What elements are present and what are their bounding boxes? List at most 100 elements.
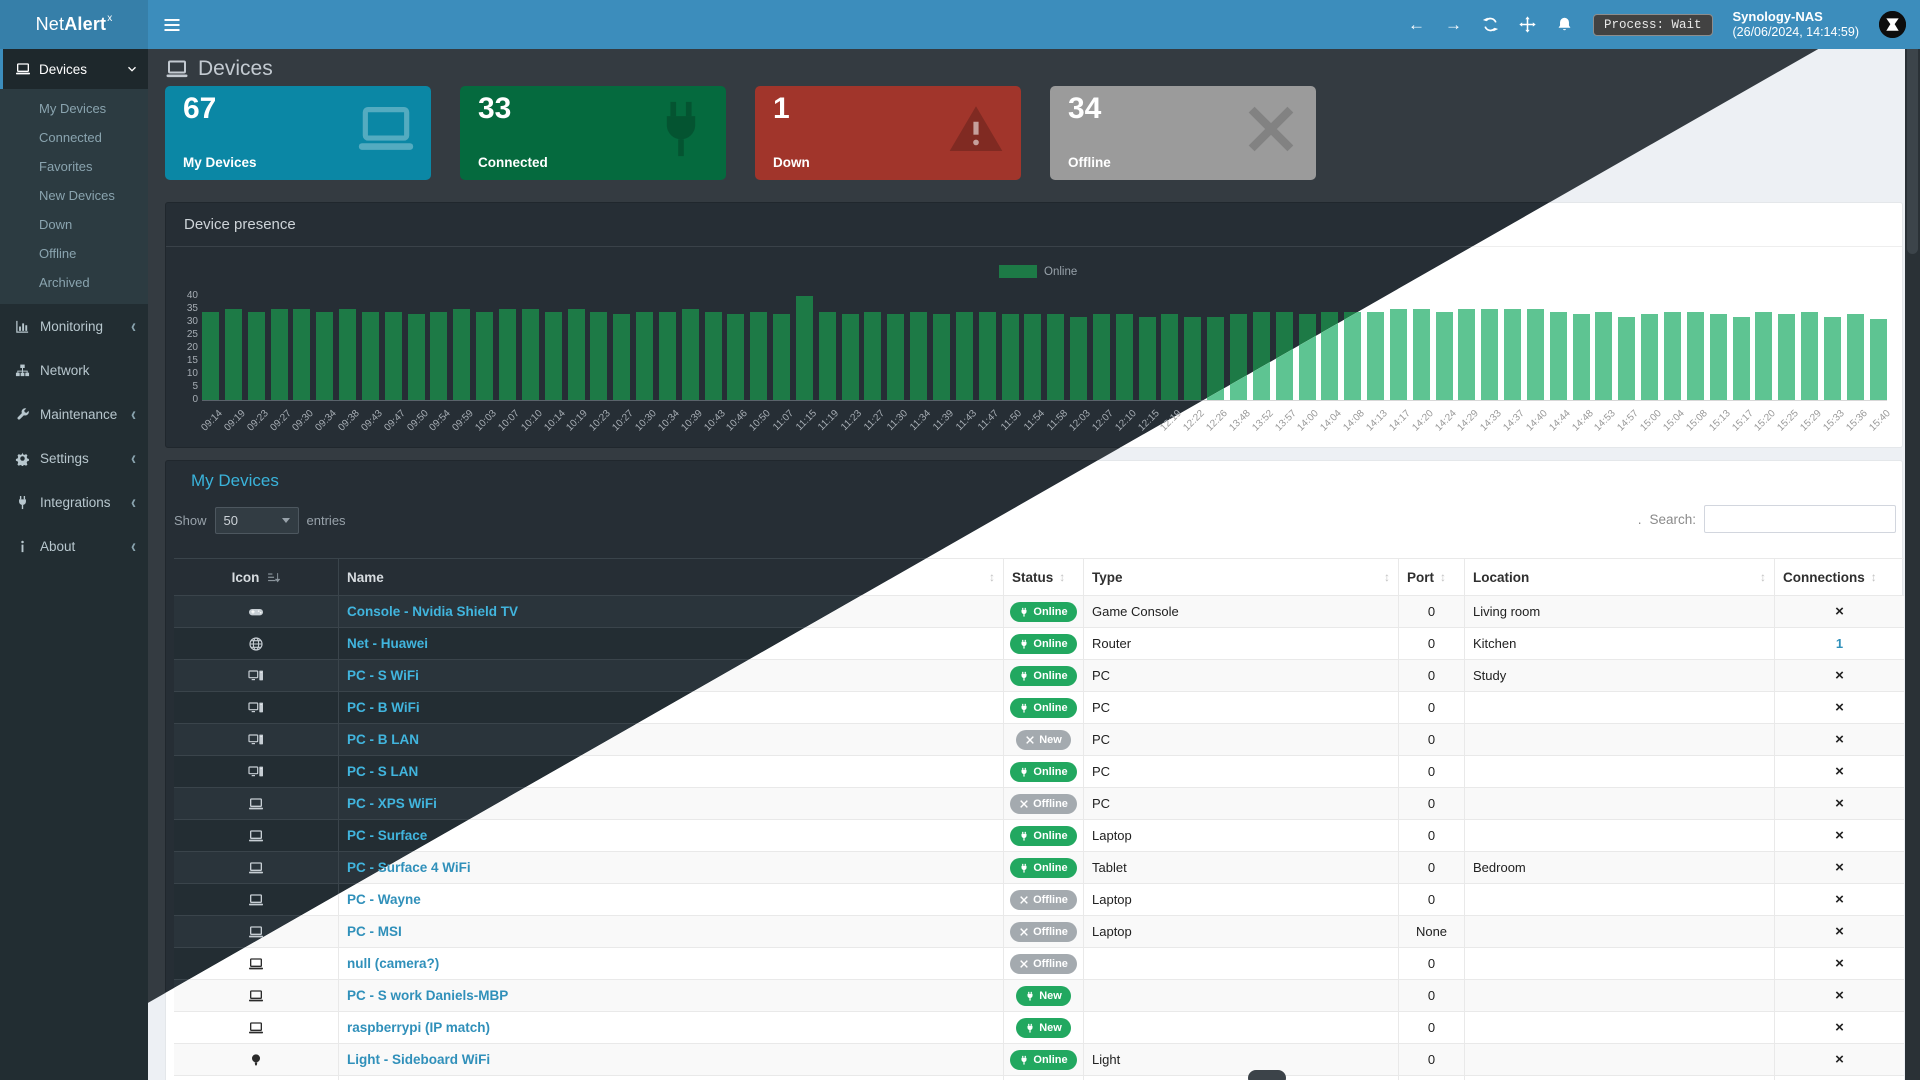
- sidebar-item[interactable]: Monitoring ‹: [0, 304, 148, 348]
- device-type-cell: PC: [1084, 788, 1399, 819]
- sidebar-item[interactable]: Network: [0, 348, 148, 392]
- connections-value[interactable]: ×: [1835, 827, 1844, 844]
- menu-toggle-icon[interactable]: [163, 16, 181, 34]
- connections-value[interactable]: ×: [1835, 667, 1844, 684]
- sidebar-item-devices[interactable]: Devices: [0, 49, 148, 89]
- nav-back-icon[interactable]: ←: [1407, 14, 1425, 34]
- device-type-icon: [248, 956, 264, 972]
- device-row[interactable]: Light - Sideboard WiFi Online Light 0 ×: [174, 1044, 1904, 1076]
- sidebar-item[interactable]: Maintenance ‹: [0, 392, 148, 436]
- device-connections-cell: ×: [1775, 692, 1904, 723]
- device-name-link[interactable]: PC - Surface: [347, 828, 428, 843]
- device-row[interactable]: Light - bedside B WiFi Offline Light 0 ×: [174, 1076, 1904, 1080]
- device-type-cell: Laptop: [1084, 884, 1399, 915]
- chart-bar: [316, 311, 334, 400]
- chart-bar: [476, 311, 494, 400]
- sidebar-subitem[interactable]: Down: [0, 210, 148, 239]
- column-header[interactable]: Location ↕: [1465, 559, 1775, 595]
- notifications-bell-icon[interactable]: [1556, 16, 1573, 33]
- connections-value[interactable]: ×: [1835, 987, 1844, 1004]
- x-tick-label: 09:38: [336, 408, 362, 434]
- connections-value[interactable]: ×: [1835, 603, 1844, 620]
- connections-value[interactable]: ×: [1835, 763, 1844, 780]
- device-port-cell: 0: [1399, 660, 1465, 691]
- device-name-link[interactable]: raspberrypi (IP match): [347, 1020, 491, 1035]
- move-icon[interactable]: [1519, 16, 1536, 33]
- connections-value[interactable]: ×: [1835, 859, 1844, 876]
- device-name-link[interactable]: PC - S LAN: [347, 764, 419, 779]
- device-name-link[interactable]: PC - XPS WiFi: [347, 796, 437, 811]
- sidebar-item[interactable]: Settings ‹: [0, 436, 148, 480]
- column-header[interactable]: Type ↕: [1084, 559, 1399, 595]
- sidebar-subitem[interactable]: Archived: [0, 268, 148, 297]
- device-row[interactable]: raspberrypi (IP match) New 0 ×: [174, 1012, 1904, 1044]
- connections-value[interactable]: ×: [1835, 1019, 1844, 1036]
- nav-forward-icon[interactable]: →: [1444, 14, 1462, 34]
- column-header[interactable]: Status ↕: [1004, 559, 1084, 595]
- legend-swatch: [999, 265, 1037, 278]
- chart-bar: [933, 314, 950, 400]
- connections-value[interactable]: ×: [1835, 731, 1844, 748]
- device-name-link[interactable]: PC - S work Daniels-MBP: [347, 988, 509, 1003]
- section-title[interactable]: My Devices: [191, 471, 279, 490]
- column-header[interactable]: Connections ↕: [1775, 559, 1904, 595]
- device-row[interactable]: null (camera?) Offline 0 ×: [174, 948, 1904, 980]
- connections-value[interactable]: ×: [1835, 699, 1844, 716]
- device-name-link[interactable]: PC - B LAN: [347, 732, 419, 747]
- device-row[interactable]: PC - Wayne Offline Laptop 0 ×: [174, 884, 1904, 916]
- stat-card[interactable]: 1 Down: [755, 86, 1021, 180]
- device-name-link[interactable]: Light - Sideboard WiFi: [347, 1052, 491, 1067]
- server-info: Synology-NAS (26/06/2024, 14:14:59): [1733, 9, 1860, 41]
- device-name-link[interactable]: Console - Nvidia Shield TV: [347, 604, 519, 619]
- connections-value[interactable]: ×: [1835, 891, 1844, 908]
- device-name-link[interactable]: null (camera?): [347, 956, 440, 971]
- connections-value[interactable]: ×: [1835, 923, 1844, 940]
- device-row[interactable]: PC - MSI Offline Laptop None ×: [174, 916, 1904, 948]
- x-tick-label: 09:47: [382, 408, 408, 434]
- stat-card[interactable]: 34 Offline: [1050, 86, 1316, 180]
- device-name-link[interactable]: PC - B WiFi: [347, 700, 420, 715]
- connections-value[interactable]: ×: [1835, 795, 1844, 812]
- device-type-cell: Light: [1084, 1044, 1399, 1075]
- chart-bar: [1092, 314, 1110, 400]
- connections-value[interactable]: ×: [1835, 955, 1844, 972]
- x-tick-label: 15:36: [1844, 408, 1870, 434]
- column-header[interactable]: Icon: [174, 559, 339, 595]
- chart-legend[interactable]: Online: [999, 265, 1077, 278]
- avatar[interactable]: [1879, 11, 1906, 38]
- stat-card-icon: [650, 98, 712, 160]
- column-header[interactable]: Port ↕: [1399, 559, 1465, 595]
- device-row[interactable]: PC - Surface Online Laptop 0 ×: [174, 820, 1904, 852]
- device-name-cell: null (camera?): [339, 948, 1004, 979]
- sidebar-item[interactable]: Integrations ‹: [0, 480, 148, 524]
- device-type-cell: PC: [1084, 660, 1399, 691]
- sidebar-subitem[interactable]: Connected: [0, 123, 148, 152]
- page-scrollbar[interactable]: [1905, 0, 1920, 1080]
- entries-select[interactable]: 50: [214, 507, 299, 534]
- sidebar-subitem[interactable]: My Devices: [0, 94, 148, 123]
- search-input[interactable]: [1704, 505, 1896, 533]
- status-badge-icon: [1019, 639, 1029, 649]
- chart-bar: [1481, 309, 1499, 400]
- sidebar-subitem[interactable]: New Devices: [0, 181, 148, 210]
- connections-value[interactable]: 1: [1835, 636, 1844, 651]
- x-tick-label: 15:08: [1684, 408, 1710, 434]
- x-tick-label: 15:00: [1638, 408, 1664, 434]
- device-name-link[interactable]: Net - Huawei: [347, 636, 429, 651]
- device-row[interactable]: PC - S work Daniels-MBP New 0 ×: [174, 980, 1904, 1012]
- device-name-link[interactable]: PC - Wayne: [347, 892, 421, 907]
- device-name-link[interactable]: PC - MSI: [347, 924, 402, 939]
- scrollbar-thumb[interactable]: [1907, 4, 1918, 254]
- refresh-icon[interactable]: [1482, 16, 1499, 33]
- device-name-link[interactable]: PC - S WiFi: [347, 668, 419, 683]
- sidebar-subitem[interactable]: Offline: [0, 239, 148, 268]
- connections-value[interactable]: ×: [1835, 1051, 1844, 1068]
- stat-card[interactable]: 67 My Devices: [165, 86, 431, 180]
- device-location-cell: [1465, 980, 1775, 1011]
- sidebar-item[interactable]: About ‹: [0, 524, 148, 568]
- chart-bar: [1207, 316, 1225, 400]
- stat-card[interactable]: 33 Connected: [460, 86, 726, 180]
- device-row[interactable]: PC - Surface 4 WiFi Online Tablet 0 Bedr…: [174, 852, 1904, 884]
- x-tick-label: 15:29: [1798, 408, 1824, 434]
- sidebar-subitem[interactable]: Favorites: [0, 152, 148, 181]
